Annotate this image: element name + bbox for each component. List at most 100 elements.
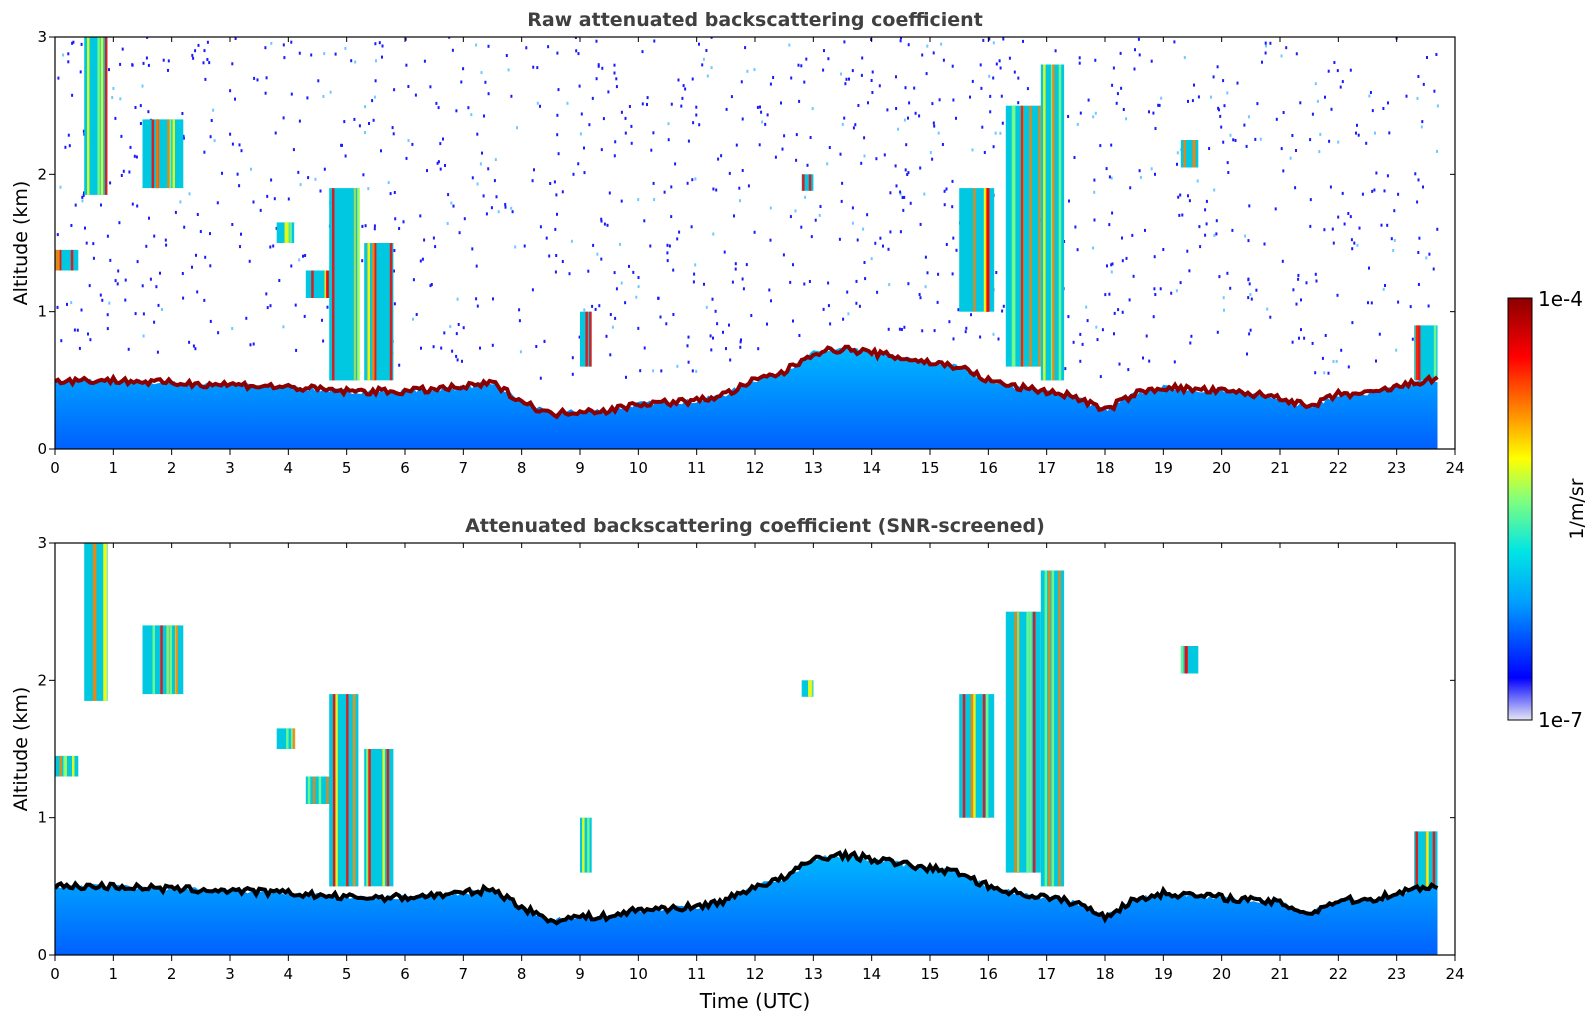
noise-speck xyxy=(317,79,320,83)
noise-speck xyxy=(1170,291,1173,295)
noise-speck xyxy=(1104,293,1107,297)
cloud-streak xyxy=(1026,611,1029,873)
noise-speck xyxy=(492,297,494,301)
noise-speck xyxy=(1295,149,1297,152)
noise-speck xyxy=(480,71,483,75)
noise-speck xyxy=(667,138,670,142)
noise-speck xyxy=(1384,284,1386,287)
noise-speck xyxy=(181,112,184,115)
noise-speck xyxy=(887,327,890,331)
noise-speck xyxy=(1285,46,1288,50)
noise-speck xyxy=(1210,95,1212,99)
noise-speck xyxy=(1431,4,1433,7)
noise-speck xyxy=(71,41,74,45)
noise-speck xyxy=(637,198,640,202)
noise-speck xyxy=(1247,115,1250,119)
noise-speck xyxy=(637,276,640,279)
noise-speck xyxy=(992,145,995,149)
cloud-streak xyxy=(169,625,172,695)
noise-speck xyxy=(275,226,278,230)
noise-speck xyxy=(421,257,424,261)
noise-speck xyxy=(1272,30,1274,33)
noise-speck xyxy=(919,296,922,300)
noise-speck xyxy=(381,55,383,59)
noise-speck xyxy=(1411,31,1413,34)
noise-speck xyxy=(577,52,580,56)
noise-speck xyxy=(1422,82,1425,86)
cloud-streak xyxy=(582,817,585,873)
noise-speck xyxy=(1086,319,1089,323)
noise-speck xyxy=(624,301,627,305)
x-tick-label: 13 xyxy=(804,965,823,983)
noise-speck xyxy=(1198,225,1201,229)
noise-speck xyxy=(600,148,603,152)
noise-speck xyxy=(1162,248,1165,251)
noise-speck xyxy=(539,3,541,6)
x-tick-label: 6 xyxy=(400,965,410,983)
cloud-streak xyxy=(1014,611,1017,873)
noise-speck xyxy=(494,158,497,162)
noise-speck xyxy=(733,214,735,218)
cloud-streak xyxy=(284,222,287,243)
noise-speck xyxy=(1341,80,1344,84)
noise-speck xyxy=(1064,367,1067,371)
noise-speck xyxy=(660,369,663,373)
noise-speck xyxy=(202,61,205,65)
noise-speck xyxy=(1072,340,1075,344)
noise-speck xyxy=(1108,223,1111,227)
noise-speck xyxy=(206,20,208,23)
noise-speck xyxy=(695,105,698,109)
noise-speck xyxy=(545,236,548,240)
noise-speck xyxy=(389,192,392,196)
noise-speck xyxy=(672,268,675,272)
noise-speck xyxy=(670,215,673,219)
noise-speck xyxy=(756,105,759,109)
cloud-streak xyxy=(367,243,370,381)
noise-speck xyxy=(392,132,395,136)
noise-speck xyxy=(847,312,850,316)
noise-speck xyxy=(192,344,195,348)
noise-speck xyxy=(1121,236,1123,240)
noise-speck xyxy=(994,131,997,135)
noise-speck xyxy=(943,203,946,207)
noise-speck xyxy=(458,231,461,235)
noise-speck xyxy=(1371,109,1374,113)
noise-speck xyxy=(156,350,159,354)
noise-speck xyxy=(124,278,127,282)
y-axis-screened: 0 1 2 3 xyxy=(37,534,1455,964)
noise-speck xyxy=(1096,338,1099,342)
noise-speck xyxy=(566,101,569,105)
noise-speck xyxy=(364,131,366,134)
noise-speck xyxy=(1152,315,1155,319)
noise-speck xyxy=(145,56,148,60)
noise-speck xyxy=(695,113,698,117)
noise-speck xyxy=(446,8,448,11)
noise-speck xyxy=(539,104,541,108)
noise-speck xyxy=(999,66,1002,70)
noise-speck xyxy=(970,313,972,317)
noise-speck xyxy=(951,64,954,68)
noise-speck xyxy=(1365,141,1368,145)
noise-speck xyxy=(1111,211,1114,215)
noise-speck xyxy=(536,101,539,105)
noise-speck xyxy=(580,112,583,116)
cloud-streak xyxy=(1048,570,1051,887)
noise-speck xyxy=(557,152,560,156)
noise-speck xyxy=(734,267,737,271)
noise-speck xyxy=(419,214,422,218)
noise-speck xyxy=(1327,69,1330,73)
noise-speck xyxy=(367,187,370,191)
noise-speck xyxy=(714,309,717,313)
noise-speck xyxy=(846,290,849,294)
noise-speck xyxy=(588,123,591,127)
noise-speck xyxy=(981,125,984,129)
noise-speck xyxy=(1263,242,1266,246)
noise-speck xyxy=(456,358,459,362)
noise-speck xyxy=(1068,22,1070,25)
noise-speck xyxy=(741,277,744,281)
noise-speck xyxy=(1393,238,1396,242)
noise-speck xyxy=(666,243,669,247)
noise-speck xyxy=(1248,204,1251,208)
noise-speck xyxy=(1153,255,1156,259)
noise-speck xyxy=(1363,0,1365,1)
